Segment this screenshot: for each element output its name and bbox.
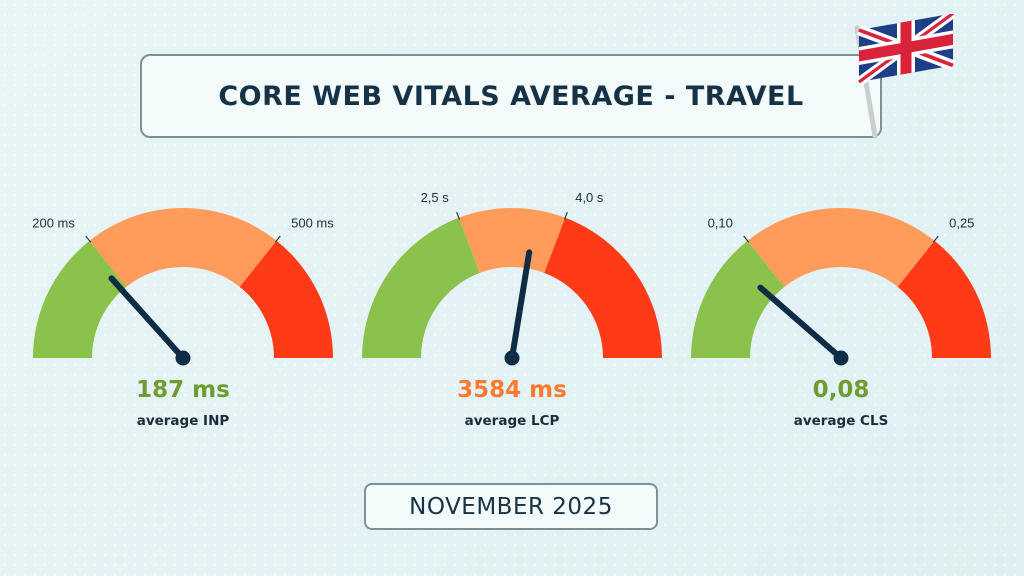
- inp-needle-hub: [175, 350, 191, 366]
- date-badge: NOVEMBER 2025: [364, 483, 658, 530]
- cls-gauge-good-segment: [691, 240, 785, 358]
- cls-threshold-tick: [932, 235, 939, 243]
- cls-threshold-label: 0,25: [949, 215, 974, 230]
- lcp-gauge-needs-improvement-segment: [458, 208, 566, 273]
- lcp-gauge-poor-segment: [544, 217, 662, 358]
- inp-gauge-poor-segment: [239, 240, 333, 358]
- inp-value-label: 187 ms: [136, 377, 230, 403]
- cls-threshold-tick: [743, 235, 750, 243]
- cls-needle-hub: [833, 350, 849, 366]
- cls-threshold-label: 0,10: [708, 215, 733, 230]
- inp-gauge-good-segment: [33, 240, 127, 358]
- inp-threshold-label: 500 ms: [291, 215, 334, 230]
- lcp-gauge-needle: [509, 249, 533, 361]
- inp-gauge-needle: [108, 275, 186, 361]
- lcp-threshold-tick: [456, 211, 461, 220]
- inp-threshold-tick: [85, 235, 92, 243]
- report-date: NOVEMBER 2025: [409, 493, 613, 520]
- lcp-needle-hub: [504, 350, 520, 366]
- lcp-value-label: 3584 ms: [457, 377, 567, 403]
- lcp-gauge-good-segment: [362, 217, 480, 358]
- inp-metric-label: average INP: [137, 413, 230, 429]
- lcp-metric-label: average LCP: [465, 413, 560, 429]
- inp-threshold-tick: [274, 235, 281, 243]
- cls-value-label: 0,08: [813, 377, 870, 403]
- inp-threshold-label: 200 ms: [32, 215, 75, 230]
- cls-gauge-needs-improvement-segment: [747, 207, 935, 287]
- lcp-threshold-tick: [563, 211, 568, 220]
- cls-gauge-needle: [757, 284, 844, 361]
- page-title: CORE WEB VITALS AVERAGE - TRAVEL: [218, 80, 804, 112]
- lcp-threshold-label: 4,0 s: [575, 190, 604, 205]
- cls-metric-label: average CLS: [794, 413, 889, 429]
- cls-gauge-poor-segment: [897, 240, 991, 358]
- title-banner: CORE WEB VITALS AVERAGE - TRAVEL: [140, 54, 882, 138]
- lcp-threshold-label: 2,5 s: [421, 190, 450, 205]
- uk-flag-icon: [854, 14, 956, 139]
- inp-gauge-needs-improvement-segment: [89, 208, 277, 287]
